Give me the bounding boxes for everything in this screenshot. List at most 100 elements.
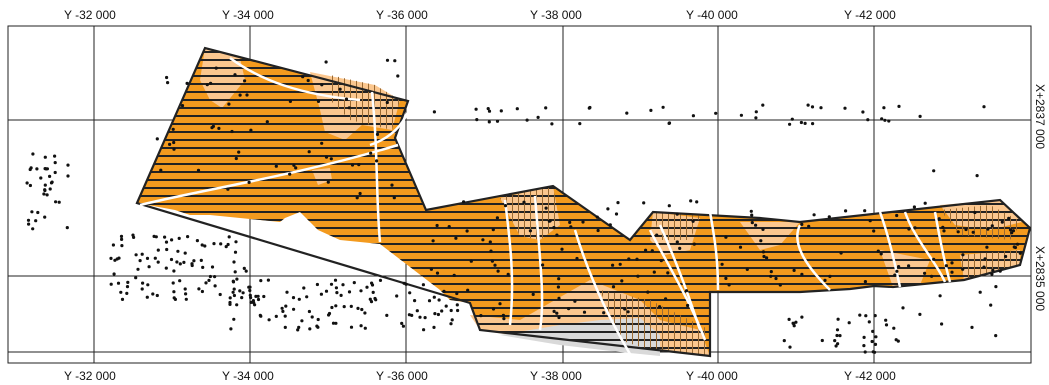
borehole-dot — [155, 137, 159, 141]
white-line-12 — [878, 211, 902, 288]
borehole-dot — [274, 314, 278, 318]
borehole-dot — [326, 180, 330, 184]
borehole-dot — [884, 323, 889, 327]
borehole-dot — [310, 315, 314, 319]
borehole-dot — [664, 297, 668, 301]
borehole-dot — [42, 192, 46, 196]
borehole-dot — [675, 240, 679, 244]
borehole-dot — [35, 167, 39, 171]
borehole-dot — [896, 339, 900, 343]
borehole-dot — [868, 219, 872, 223]
borehole-dot — [800, 272, 804, 276]
borehole-dot — [151, 292, 155, 296]
borehole-dot — [233, 73, 237, 77]
borehole-dot — [378, 278, 383, 282]
borehole-dot — [237, 150, 241, 154]
borehole-dot — [219, 242, 223, 246]
borehole-dot — [525, 118, 529, 122]
borehole-dot — [930, 274, 934, 278]
borehole-dot — [552, 309, 556, 313]
borehole-dot — [350, 163, 355, 167]
borehole-dot — [370, 281, 374, 285]
borehole-dot — [452, 273, 456, 277]
borehole-dot — [544, 106, 548, 110]
borehole-dot — [907, 264, 911, 268]
borehole-dot — [140, 287, 144, 291]
borehole-dot — [839, 251, 843, 255]
borehole-dot — [200, 243, 204, 247]
borehole-dot — [259, 279, 263, 283]
borehole-dot — [806, 103, 810, 107]
borehole-dot — [235, 303, 239, 307]
borehole-dot — [244, 269, 248, 273]
white-lines — [139, 56, 952, 355]
borehole-dot — [284, 304, 288, 308]
borehole-dot — [39, 176, 43, 180]
borehole-dot — [183, 287, 187, 291]
borehole-dot — [371, 290, 375, 294]
borehole-dot — [335, 291, 339, 295]
borehole-dot — [861, 110, 865, 114]
borehole-dot — [863, 280, 868, 284]
borehole-dot — [432, 295, 436, 299]
borehole-dot — [867, 320, 871, 324]
borehole-dot — [444, 304, 448, 308]
borehole-dot — [241, 291, 245, 295]
borehole-dot — [557, 296, 561, 300]
borehole-dot — [30, 210, 34, 214]
borehole-dot — [247, 180, 251, 184]
borehole-dot — [614, 212, 619, 216]
borehole-dot — [209, 81, 213, 85]
vertical-hatch-2 — [500, 186, 560, 240]
borehole-dot — [782, 339, 786, 343]
borehole-dot — [247, 285, 251, 289]
borehole-dot — [204, 281, 208, 285]
borehole-dot — [166, 81, 170, 85]
borehole-dot — [232, 317, 236, 321]
borehole-dot — [481, 238, 485, 242]
borehole-dot — [43, 188, 47, 192]
borehole-dot — [528, 229, 533, 233]
borehole-dot — [393, 59, 397, 63]
borehole-dot — [724, 235, 728, 239]
borehole-dot — [145, 295, 149, 299]
borehole-dot — [556, 285, 561, 289]
borehole-dot — [234, 156, 238, 161]
borehole-dot — [231, 279, 235, 283]
borehole-dot — [788, 345, 792, 349]
borehole-dot — [447, 225, 451, 229]
borehole-dot — [395, 294, 399, 298]
borehole-dot — [724, 276, 728, 280]
borehole-dot — [661, 105, 665, 109]
borehole-dot — [26, 218, 31, 222]
borehole-dot — [374, 298, 378, 302]
borehole-dot — [125, 285, 130, 289]
borehole-dot — [883, 118, 887, 122]
borehole-dot — [714, 111, 718, 115]
borehole-dot — [474, 107, 478, 111]
borehole-dot — [557, 277, 561, 281]
vertical-hatch-1 — [330, 75, 400, 130]
borehole-dot — [522, 200, 526, 204]
borehole-dot — [691, 219, 695, 223]
borehole-dot — [686, 303, 690, 308]
borehole-dot — [435, 271, 440, 275]
borehole-dot — [982, 265, 986, 269]
borehole-dot — [266, 278, 270, 282]
borehole-dot — [407, 313, 411, 317]
borehole-dot — [611, 263, 615, 267]
borehole-dot — [626, 310, 630, 314]
borehole-dot — [147, 265, 151, 269]
borehole-dot — [432, 325, 436, 329]
borehole-dot — [228, 300, 232, 305]
borehole-dot — [404, 282, 408, 286]
borehole-dot — [280, 306, 284, 310]
vertical-hatch-5 — [940, 205, 1022, 240]
borehole-dot — [887, 119, 891, 123]
borehole-dot — [866, 118, 870, 122]
hatch-overlay — [137, 48, 1030, 356]
borehole-dot — [978, 290, 982, 294]
borehole-dot — [923, 201, 927, 205]
borehole-dot — [582, 310, 587, 314]
borehole-dot — [774, 276, 778, 281]
